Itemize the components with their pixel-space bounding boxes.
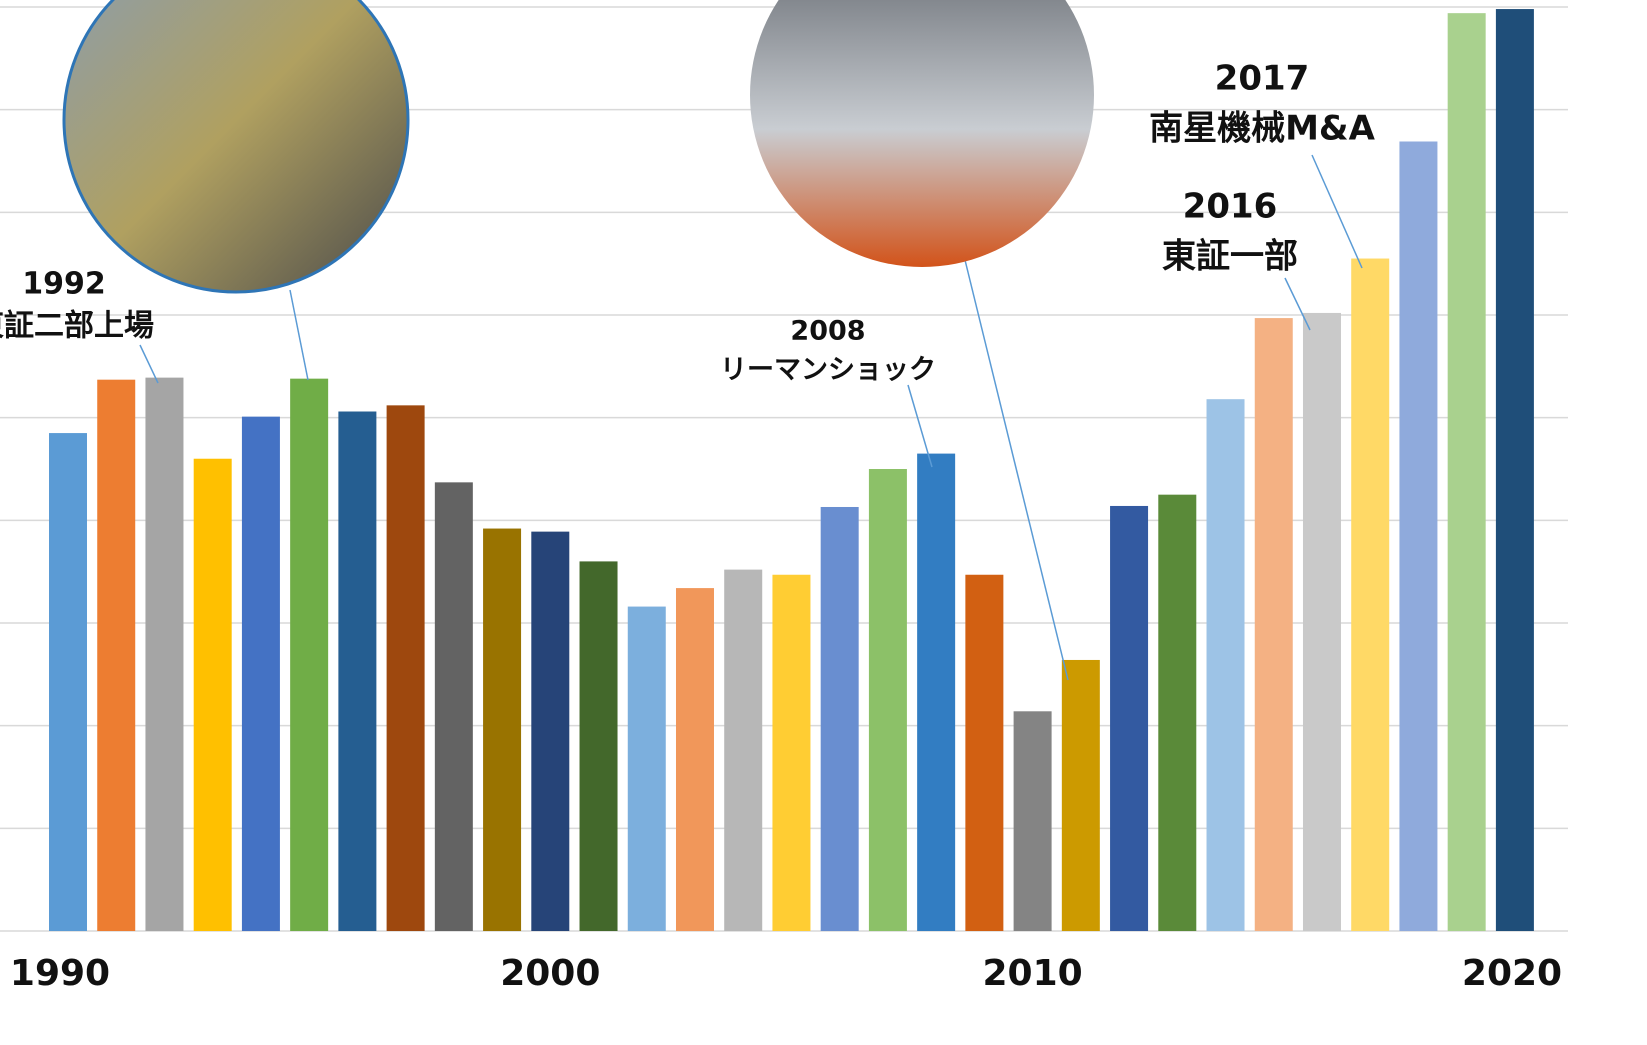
bar — [1158, 495, 1196, 931]
annotation-year: 1992 — [22, 267, 106, 302]
annotation-text: 東証二部上場 — [0, 309, 154, 344]
chart: 1990 2000 2010 2020 1992 東証二部上場 2008 リーマンショック 20… — [0, 0, 1647, 1045]
x-tick-label: 2020 — [1462, 953, 1562, 994]
bar — [338, 412, 376, 931]
annotation-text: 東証一部 — [1162, 237, 1298, 277]
bar — [1062, 660, 1100, 931]
bar — [483, 529, 521, 931]
bar — [1399, 141, 1437, 931]
bar — [145, 378, 183, 931]
bar — [580, 561, 618, 931]
annotation-leader — [140, 345, 158, 383]
bar — [1110, 506, 1148, 931]
bar — [49, 433, 87, 931]
bar — [917, 454, 955, 931]
bar — [965, 575, 1003, 931]
bar — [724, 570, 762, 931]
bar — [1496, 9, 1534, 931]
bar — [1207, 399, 1245, 931]
annotation-text: 南星機械M&A — [1149, 109, 1375, 149]
bar — [97, 380, 135, 931]
bar — [242, 417, 280, 931]
bar — [869, 469, 907, 931]
bar — [1303, 313, 1341, 931]
bar — [628, 607, 666, 931]
bar — [1351, 259, 1389, 931]
bar — [772, 575, 810, 931]
bar — [387, 405, 425, 931]
x-tick-label: 2010 — [982, 953, 1082, 994]
bar — [194, 459, 232, 931]
annotation-year: 2017 — [1215, 59, 1310, 99]
bar — [676, 588, 714, 931]
annotation-text: リーマンショック — [720, 355, 936, 386]
bar — [290, 379, 328, 931]
x-tick-label: 2000 — [500, 953, 600, 994]
annotation-leader — [1312, 155, 1362, 268]
bar — [1255, 318, 1293, 931]
bar — [1448, 13, 1486, 931]
annotation-year: 2016 — [1183, 187, 1278, 227]
bar — [1014, 711, 1052, 931]
bar — [435, 482, 473, 931]
annotation-year: 2008 — [790, 316, 865, 347]
x-tick-label: 1990 — [10, 953, 110, 994]
bar — [531, 532, 569, 931]
bar — [821, 507, 859, 931]
